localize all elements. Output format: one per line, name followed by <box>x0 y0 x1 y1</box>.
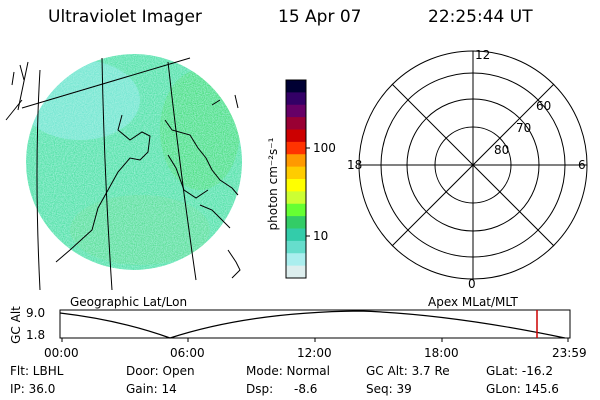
colorbar-cell <box>286 166 306 180</box>
colorbar-tick-100: 100 <box>313 141 336 155</box>
colorbar-cell <box>286 228 306 242</box>
mode-info: Mode: Normal <box>246 364 330 378</box>
gc-alt-info: GC Alt: 3.7 Re <box>366 364 450 378</box>
mlt-label-12: 12 <box>475 48 490 62</box>
mlt-label-18: 18 <box>347 158 362 172</box>
timeline-ytick-1.8: 1.8 <box>26 328 46 342</box>
lat-label-70: 70 <box>516 121 531 135</box>
image-time: 22:25:44 UT <box>428 7 533 27</box>
timeline-ytick-9: 9.0 <box>26 306 46 320</box>
colorbar-cell <box>286 265 306 279</box>
colorbar-cell <box>286 104 306 118</box>
seq-info: Seq: 39 <box>366 382 412 396</box>
timeline-xtick-end: 23:59 <box>552 346 587 360</box>
geographic-image-panel <box>5 54 242 290</box>
geographic-label: Geographic Lat/Lon <box>70 295 188 309</box>
gain-info: Gain: 14 <box>126 382 177 396</box>
glon-info: GLon: 145.6 <box>486 382 559 396</box>
timeline-xtick-6: 06:00 <box>170 346 205 360</box>
dsp-value: -8.6 <box>294 382 318 396</box>
colorbar-cell <box>286 141 306 155</box>
filter-info: Flt: LBHL <box>10 364 64 378</box>
geographic-grid <box>5 57 241 290</box>
instrument-title: Ultraviolet Imager <box>48 7 202 27</box>
timeline-ylabel: GC Alt <box>9 306 23 344</box>
colorbar-label: photon cm⁻²s⁻¹ <box>266 137 280 231</box>
colorbar-cell <box>286 179 306 192</box>
mlt-label-6: 6 <box>578 158 586 172</box>
colorbar-cell <box>286 92 306 106</box>
ip-info: IP: 36.0 <box>10 382 56 396</box>
timeline-xtick-12: 12:00 <box>297 346 332 360</box>
colorbar-tick-10: 10 <box>313 229 329 243</box>
lat-label-60: 60 <box>536 99 551 113</box>
colorbar-cell <box>286 129 306 143</box>
colorbar <box>285 79 310 279</box>
timeline-xtick-18: 18:00 <box>424 346 459 360</box>
colorbar-cell <box>286 80 306 93</box>
door-info: Door: Open <box>126 364 195 378</box>
lat-label-80: 80 <box>494 143 509 157</box>
colorbar-cell <box>286 240 306 254</box>
mlt-label-0: 0 <box>468 277 476 291</box>
colorbar-cell <box>286 154 306 168</box>
timeline-xtick-0: 00:00 <box>44 346 79 360</box>
dsp-info: Dsp: <box>246 382 274 396</box>
polar-grid: 12 18 6 0 60 70 80 <box>347 48 588 291</box>
colorbar-cell <box>286 216 306 229</box>
colorbar-cell <box>286 117 306 130</box>
altitude-curve <box>59 310 566 339</box>
colorbar-cell <box>286 191 306 205</box>
glat-info: GLat: -16.2 <box>486 364 553 378</box>
altitude-timeline <box>59 309 571 342</box>
apex-label: Apex MLat/MLT <box>428 295 518 309</box>
colorbar-cell <box>286 253 306 267</box>
colorbar-cell <box>286 203 306 217</box>
image-date: 15 Apr 07 <box>278 7 362 27</box>
